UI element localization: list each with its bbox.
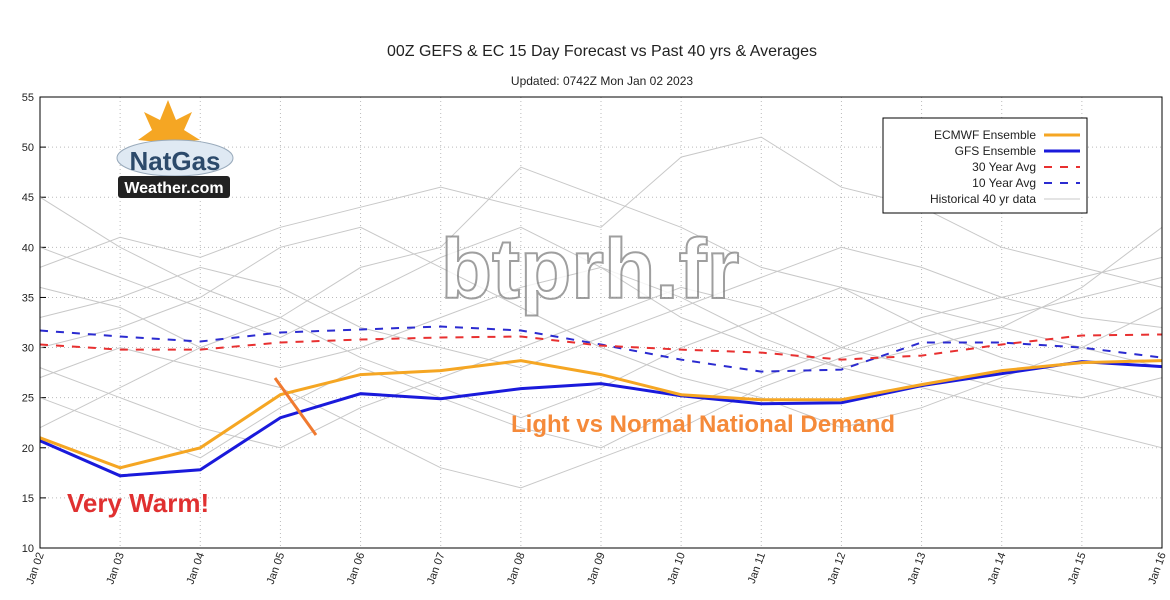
x-tick-label: Jan 10 [665,551,688,586]
historical-line [39,256,1163,459]
x-tick-label: Jan 03 [104,551,127,586]
logo-sun [138,100,200,160]
y-tick-label: 25 [22,393,34,405]
y-tick-label: 20 [22,443,34,455]
series-line [39,333,1163,361]
x-tick-label: Jan 14 [986,551,1009,586]
y-tick-label: 10 [22,543,34,555]
annotation: Light vs Normal National Demand [511,411,895,438]
x-tick-label: Jan 04 [185,551,208,586]
x-tick-label: Jan 13 [906,551,929,586]
plot-border [39,96,1163,549]
annotation-stroke [273,377,318,436]
y-tick-label: 55 [22,92,34,104]
chart-subtitle: Updated: 0742Z Mon Jan 02 2023 [511,74,693,88]
historical-line [39,286,1163,449]
historical-line [39,286,1163,429]
y-tick-label: 40 [22,242,34,254]
series-line [39,360,1163,478]
x-tick-label: Jan 09 [585,551,608,586]
series-line [39,359,1163,470]
annotation: Very Warm! [67,488,209,518]
y-tick-label: 30 [22,343,34,355]
logo-text: NatGas [129,146,220,176]
historical-line [39,226,1163,449]
legend-label: Historical 40 yr data [930,192,1036,206]
x-tick-label: Jan 08 [505,551,528,586]
historical-line [39,246,1163,369]
x-tick-label: Jan 05 [265,551,288,586]
y-tick-label: 50 [22,142,34,154]
watermark: btprh.fr [441,222,740,316]
historical-line [39,166,1163,369]
x-tick-label: Jan 12 [826,551,849,586]
x-tick-label: Jan 15 [1066,551,1089,586]
series-line [39,325,1163,373]
x-tick-label: Jan 16 [1146,551,1169,586]
y-tick-label: 45 [22,192,34,204]
historical-line [39,226,1163,429]
legend-label: 10 Year Avg [972,176,1036,190]
historical-line [39,276,1163,489]
x-tick-label: Jan 06 [345,551,368,586]
legend-label: 30 Year Avg [972,160,1036,174]
legend: ECMWF Ensemble GFS Ensemble 30 Year Avg 10 … [882,117,1088,214]
x-tick-label: Jan 02 [24,551,47,586]
x-tick-label: Jan 07 [425,551,448,586]
historical-line [39,136,1163,288]
y-tick-label: 15 [22,493,34,505]
logo: NatGas Weather.com [116,100,234,198]
chart-title: 00Z GEFS & EC 15 Day Forecast vs Past 40… [387,43,817,60]
y-tick-label: 35 [22,292,34,304]
legend-label: ECMWF Ensemble [934,128,1036,142]
logo-text: Weather.com [124,180,223,197]
legend-label: GFS Ensemble [955,144,1037,158]
x-tick-label: Jan 11 [746,551,768,585]
logo-band [118,176,230,198]
